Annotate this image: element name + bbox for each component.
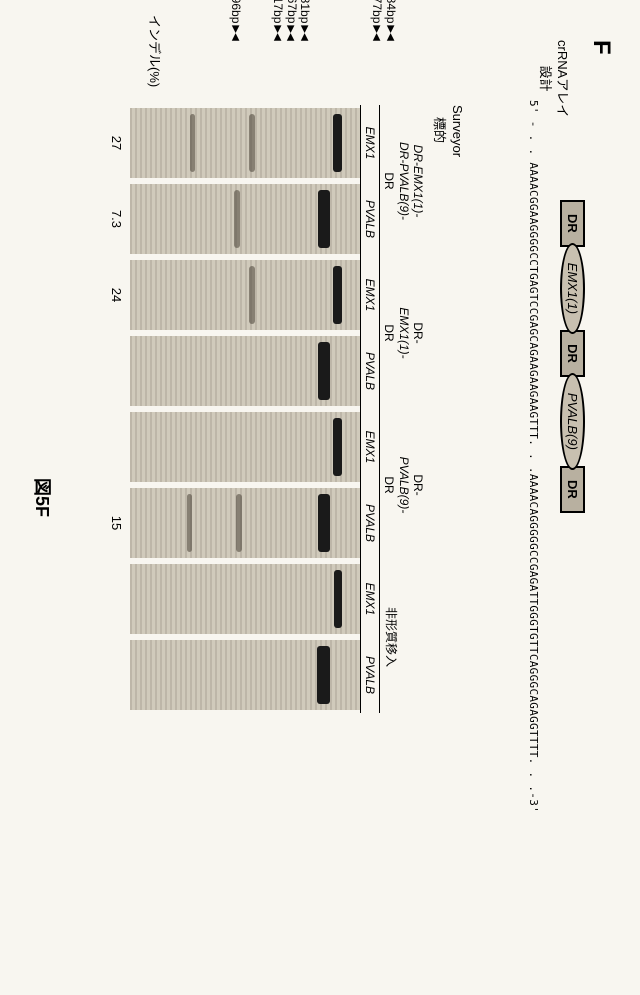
bp-367: 367bp — [284, 0, 298, 23]
indel-8 — [107, 637, 130, 713]
design-line1: crRNAアレイ — [553, 40, 570, 117]
indel-percent-label: インデル(%) — [146, 15, 165, 87]
g3-l3: DR — [382, 415, 396, 555]
gel-section: Surveyor 標的 DR-EMX1(1)- DR-PVALB(9)- DR … — [107, 105, 465, 713]
seq-prefix: 5' - . . — [527, 100, 540, 155]
g2-l3: DR — [382, 263, 396, 403]
target-pvalb-3: PVALB — [360, 485, 379, 561]
crrna-schematic: DR EMX1(1) DR PVALB(9) DR — [560, 200, 585, 513]
marker-icon: ▶◀ — [384, 25, 396, 40]
indel-6: 15 — [107, 485, 130, 561]
indel-4 — [107, 333, 130, 409]
group-1: DR-EMX1(1)- DR-PVALB(9)- DR — [379, 105, 427, 257]
gel-table: DR-EMX1(1)- DR-PVALB(9)- DR DR- EMX1(1)-… — [107, 105, 427, 713]
group-header-row: DR-EMX1(1)- DR-PVALB(9)- DR DR- EMX1(1)-… — [379, 105, 427, 713]
dr-box-2: DR — [560, 330, 585, 377]
seq-body: AAAACGGAAGGGGCCTGAGTCCGAGCAGAAGAAGAAGTTT… — [527, 162, 540, 813]
lane-6 — [130, 488, 360, 558]
target-emx1-1: EMX1 — [360, 105, 379, 181]
dr-box-3: DR — [560, 466, 585, 513]
group-2: DR- EMX1(1)- DR — [379, 257, 427, 409]
g1-l2: DR-PVALB(9)- — [396, 111, 410, 251]
lane-8 — [130, 640, 360, 710]
sequence-line: 5' - . . AAAACGGAAGGGGCCTGAGTCCGAGCAGAAG… — [527, 100, 540, 813]
marker-icon: ▶◀ — [271, 25, 283, 40]
dr-box-1: DR — [560, 200, 585, 247]
g2-l2: EMX1(1)- — [396, 263, 410, 403]
lane-3 — [130, 260, 360, 330]
indel-3: 24 — [107, 257, 130, 333]
indel-5 — [107, 409, 130, 485]
g2-l1: DR- — [411, 263, 425, 403]
bp-196: 196bp — [228, 0, 242, 23]
target-pvalb-4: PVALB — [360, 637, 379, 713]
g3-l2: PVALB(9)- — [396, 415, 410, 555]
indel-2: 7.3 — [107, 181, 130, 257]
panel-label: F — [587, 40, 615, 55]
emx1-spacer: EMX1(1) — [560, 243, 585, 334]
lane-1 — [130, 108, 360, 178]
bp-684: 684bp — [383, 0, 397, 23]
gel-lane-row — [130, 105, 361, 713]
group-4: 非形質移入 — [379, 561, 427, 713]
pvalb-spacer: PVALB(9) — [560, 373, 585, 470]
lane-2 — [130, 184, 360, 254]
design-label: crRNAアレイ 設計 — [536, 40, 570, 117]
indel-1: 27 — [107, 105, 130, 181]
target-pvalb-1: PVALB — [360, 181, 379, 257]
lane-4 — [130, 336, 360, 406]
g4-l1: 非形質移入 — [383, 567, 397, 707]
indel-row: 27 7.3 24 15 — [107, 105, 130, 713]
g3-l1: DR- — [411, 415, 425, 555]
indel-7 — [107, 561, 130, 637]
marker-icon: ▶◀ — [285, 25, 297, 40]
marker-icon: ▶◀ — [371, 25, 383, 40]
lane-7 — [130, 564, 360, 634]
target-emx1-4: EMX1 — [360, 561, 379, 637]
target-emx1-2: EMX1 — [360, 257, 379, 333]
bp-381: 381bp — [298, 0, 312, 23]
marker-icon: ▶◀ — [229, 25, 241, 40]
group-3: DR- PVALB(9)- DR — [379, 409, 427, 561]
bp-577: 577bp — [369, 0, 383, 23]
g1-l3: DR — [382, 111, 396, 251]
g1-l1: DR-EMX1(1)- — [411, 111, 425, 251]
surveyor-l2: 標的 — [431, 105, 450, 713]
surveyor-label: Surveyor 標的 — [431, 105, 465, 713]
lane-5 — [130, 412, 360, 482]
surveyor-l1: Surveyor — [450, 105, 465, 713]
bp-size-labels: 684bp▶◀ 577bp▶◀ 381bp▶◀ 367bp▶◀ 317bp▶◀ … — [228, 0, 415, 41]
target-row: EMX1 PVALB EMX1 PVALB EMX1 PVALB EMX1 PV… — [360, 105, 379, 713]
marker-icon: ▶◀ — [299, 25, 311, 40]
target-pvalb-2: PVALB — [360, 333, 379, 409]
bp-317: 317bp — [270, 0, 284, 23]
target-emx1-3: EMX1 — [360, 409, 379, 485]
figure-label: 図5F — [30, 478, 56, 517]
